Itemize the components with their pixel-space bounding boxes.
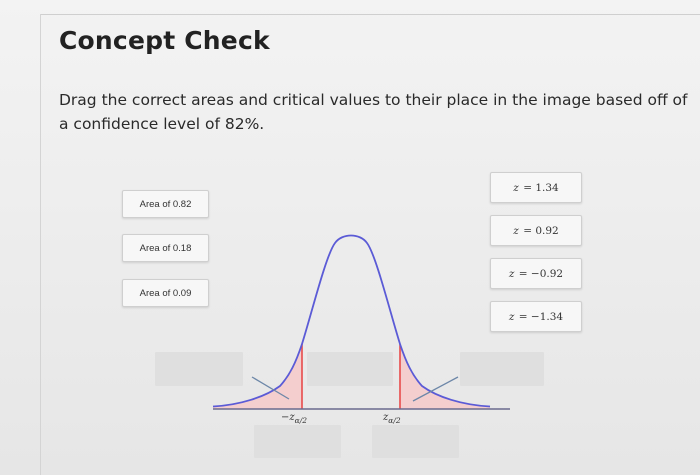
z-chip-value: = 0.92: [523, 224, 559, 237]
z-chip-value: = 1.34: [523, 181, 559, 194]
right-tail-pointer: [412, 376, 459, 402]
bell-curve: [212, 234, 491, 408]
left-tail-pointer: [251, 376, 290, 400]
dropzone-left-critical-value[interactable]: [254, 425, 341, 458]
area-chip-0.18[interactable]: Area of 0.18: [122, 234, 209, 262]
area-chip-0.82[interactable]: Area of 0.82: [122, 190, 209, 218]
area-chip-0.09[interactable]: Area of 0.09: [122, 279, 209, 307]
dropzone-right-critical-value[interactable]: [372, 425, 459, 458]
left-divider: [40, 14, 41, 475]
instructions-text: Drag the correct areas and critical valu…: [59, 91, 688, 133]
z-symbol: z: [513, 181, 519, 194]
z-alpha-half-label: zα/2: [383, 412, 401, 425]
z-chip-1.34[interactable]: z = 1.34: [490, 172, 582, 203]
z-chip-neg-0.92[interactable]: z = −0.92: [490, 258, 582, 289]
area-chip-label: Area of 0.09: [139, 287, 192, 299]
dropzone-center-area[interactable]: [307, 352, 393, 386]
right-tail-shading: [400, 344, 490, 409]
z-chip-neg-1.34[interactable]: z = −1.34: [490, 301, 582, 332]
z-symbol: z: [513, 224, 519, 237]
dropzone-left-tail-area[interactable]: [155, 352, 243, 386]
z-symbol: z: [508, 310, 515, 323]
area-chip-label: Area of 0.82: [139, 198, 192, 210]
top-divider: [40, 14, 700, 15]
neg-z-alpha-half-label: −zα/2: [281, 412, 308, 425]
area-chip-label: Area of 0.18: [139, 242, 192, 254]
dropzone-right-tail-area[interactable]: [460, 352, 544, 386]
z-symbol: z: [508, 267, 515, 280]
z-chip-value: = −0.92: [518, 267, 564, 280]
z-chip-0.92[interactable]: z = 0.92: [490, 215, 582, 246]
page-title: Concept Check: [59, 26, 270, 55]
z-chip-value: = −1.34: [518, 310, 564, 323]
